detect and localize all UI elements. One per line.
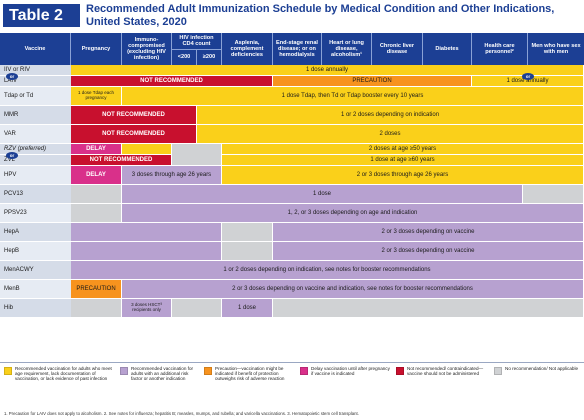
rzv-doses: 2 doses at age ≥50 years bbox=[222, 144, 584, 155]
or-badge: or bbox=[6, 73, 18, 80]
mmr-not-recommended: NOT RECOMMENDED bbox=[71, 106, 197, 125]
pcv13-pregnancy bbox=[71, 185, 122, 204]
hepa-left bbox=[71, 223, 222, 242]
vaccine-tdap: Tdap or Td bbox=[0, 87, 71, 106]
legend-item: Recommended vaccination for adults who m… bbox=[4, 366, 116, 402]
legend-text: Recommended vaccination for adults with … bbox=[131, 366, 194, 382]
col-diabetes: Diabetes bbox=[423, 33, 472, 65]
pcv13-dose: 1 dose bbox=[122, 185, 523, 204]
legend-item: Not recommended/ contraindicated—vaccine… bbox=[396, 366, 486, 402]
ppsv23-pregnancy bbox=[71, 204, 122, 223]
tdap-booster: 1 dose Tdap, then Td or Tdap booster eve… bbox=[122, 87, 584, 106]
vaccine-laiv: LAIV bbox=[0, 76, 71, 87]
page-title: Recommended Adult Immunization Schedule … bbox=[86, 3, 555, 28]
menb-precaution: PRECAUTION bbox=[71, 280, 122, 299]
legend-swatch bbox=[204, 367, 212, 375]
legend-swatch bbox=[300, 367, 308, 375]
pcv13-hcp-msm bbox=[523, 185, 584, 204]
legend-swatch bbox=[396, 367, 404, 375]
legend-text: Delay vaccination until after pregnancy … bbox=[311, 366, 390, 377]
col-liver: Chronic liver disease bbox=[372, 33, 423, 65]
hepa-asplenia bbox=[222, 223, 273, 242]
legend-item: Delay vaccination until after pregnancy … bbox=[300, 366, 390, 402]
vaccine-menb: MenB bbox=[0, 280, 71, 299]
col-renal: End-stage renal disease; or on hemodialy… bbox=[273, 33, 322, 65]
legend-item: Precaution—vaccination might be indicate… bbox=[204, 366, 294, 402]
col-hiv: HIV infection CD4 count bbox=[172, 33, 222, 49]
legend-text: Precaution—vaccination might be indicate… bbox=[215, 366, 285, 382]
table-label: Table 2 bbox=[3, 4, 80, 27]
vaccine-hepa: HepA bbox=[0, 223, 71, 242]
hpv-delay: DELAY bbox=[71, 166, 122, 185]
vaccine-hpv: HPV bbox=[0, 166, 71, 185]
hib-hiv bbox=[172, 299, 222, 318]
hib-pregnancy bbox=[71, 299, 122, 318]
legend-text: Not recommended/ contraindicated—vaccine… bbox=[407, 366, 484, 377]
table-header: Table 2 Recommended Adult Immunization S… bbox=[0, 0, 584, 31]
col-pregnancy: Pregnancy bbox=[71, 33, 122, 65]
menb-doses: 2 or 3 doses depending on vaccine and in… bbox=[122, 280, 584, 299]
hib-rest bbox=[273, 299, 584, 318]
vaccine-menacwy: MenACWY bbox=[0, 261, 71, 280]
zvl-not-recommended: NOT RECOMMENDED bbox=[71, 155, 172, 166]
rzv-immuno bbox=[122, 144, 172, 155]
legend-item: Recommended vaccination for adults with … bbox=[120, 366, 198, 402]
col-immunocompromised: Immuno-compromised (excluding HIV infect… bbox=[122, 33, 172, 65]
col-heart-lung: Heart or lung disease, alcoholism¹ bbox=[322, 33, 372, 65]
hepa-doses: 2 or 3 doses depending on vaccine bbox=[273, 223, 584, 242]
col-health-care: Health care personnel² bbox=[472, 33, 528, 65]
legend-text: Recommended vaccination for adults who m… bbox=[15, 366, 112, 382]
hepb-left bbox=[71, 242, 222, 261]
vaccine-ppsv23: PPSV23 bbox=[0, 204, 71, 223]
col-hiv-ge200: ≥200 bbox=[197, 49, 222, 65]
or-badge: or bbox=[6, 152, 18, 159]
col-vaccine: Vaccine bbox=[0, 33, 71, 65]
ppsv23-doses: 1, 2, or 3 doses depending on age and in… bbox=[122, 204, 584, 223]
vaccine-var: VAR bbox=[0, 125, 71, 144]
footnote: 1. Precaution for LAIV does not apply to… bbox=[4, 411, 359, 416]
hepb-asplenia bbox=[222, 242, 273, 261]
vaccine-zvl: ZVL bbox=[0, 155, 71, 166]
col-hiv-lt200: <200 bbox=[172, 49, 197, 65]
iiv-all: 1 dose annually bbox=[71, 65, 584, 76]
col-asplenia: Asplenia, complement deficiencies bbox=[222, 33, 273, 65]
var-not-recommended: NOT RECOMMENDED bbox=[71, 125, 197, 144]
or-badge: or bbox=[522, 73, 534, 80]
mmr-doses: 1 or 2 doses depending on indication bbox=[197, 106, 584, 125]
vaccine-hepb: HepB bbox=[0, 242, 71, 261]
rzv-hiv bbox=[172, 144, 222, 166]
legend-swatch bbox=[4, 367, 12, 375]
zvl-doses: 1 dose at age ≥60 years bbox=[222, 155, 584, 166]
rzv-delay: DELAY bbox=[71, 144, 122, 155]
vaccine-mmr: MMR bbox=[0, 106, 71, 125]
menacwy-doses: 1 or 2 doses depending on indication, se… bbox=[71, 261, 584, 280]
legend-text: No recommendation/ Not applicable bbox=[505, 366, 579, 371]
tdap-pregnancy: 1 dose Tdap each pregnancy bbox=[71, 87, 122, 106]
hib-dose: 1 dose bbox=[222, 299, 273, 318]
hepb-doses: 2 or 3 doses depending on vaccine bbox=[273, 242, 584, 261]
vaccine-iiv: IIV or RIV bbox=[0, 65, 71, 76]
laiv-precaution: PRECAUTION bbox=[273, 76, 472, 87]
var-doses: 2 doses bbox=[197, 125, 584, 144]
vaccine-rzv: RZV (preferred) bbox=[0, 144, 71, 155]
legend-swatch bbox=[120, 367, 128, 375]
legend-item: No recommendation/ Not applicable bbox=[494, 366, 580, 402]
vaccine-hib: Hib bbox=[0, 299, 71, 318]
hpv-immuno-hiv: 3 doses through age 26 years bbox=[122, 166, 222, 185]
laiv-not-recommended: NOT RECOMMENDED bbox=[71, 76, 273, 87]
hib-hsct: 3 doses HSCT³ recipients only bbox=[122, 299, 172, 318]
hpv-doses: 2 or 3 doses through age 26 years bbox=[222, 166, 584, 185]
col-msm: Men who have sex with men bbox=[528, 33, 584, 65]
legend-divider bbox=[0, 362, 584, 363]
legend-swatch bbox=[494, 367, 502, 375]
vaccine-pcv13: PCV13 bbox=[0, 185, 71, 204]
